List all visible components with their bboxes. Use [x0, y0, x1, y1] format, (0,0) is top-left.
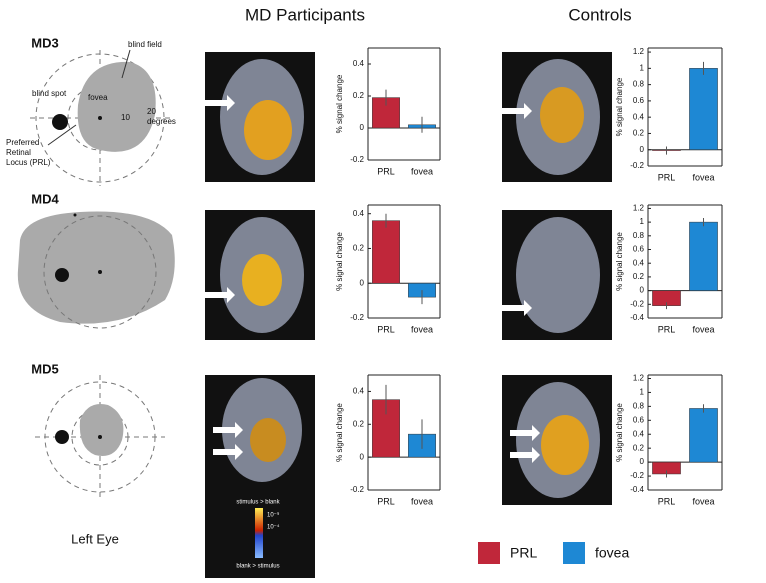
colorbar-label: 10⁻⁹ — [267, 512, 280, 519]
y-tick-label: 0.4 — [353, 209, 365, 218]
y-tick-label: 0.8 — [633, 231, 645, 240]
y-axis-label: % signal change — [615, 77, 624, 136]
y-tick-label: 1.2 — [633, 374, 645, 383]
y-tick-label: 0 — [360, 278, 365, 287]
legend-swatch — [478, 542, 500, 564]
y-tick-label: -0.4 — [630, 313, 644, 322]
y-tick-label: 1.2 — [633, 47, 645, 56]
y-tick-label: 0 — [640, 457, 645, 466]
y-tick-label: 1 — [640, 217, 645, 226]
y-tick-label: 0.2 — [353, 419, 365, 428]
x-tick-label: PRL — [377, 496, 395, 506]
y-axis-label: % signal change — [615, 403, 624, 462]
y-tick-label: -0.2 — [350, 485, 364, 494]
y-tick-label: 0.2 — [353, 91, 365, 100]
bar — [689, 68, 718, 150]
legend-swatch — [563, 542, 585, 564]
x-tick-label: fovea — [411, 324, 433, 334]
y-tick-label: 0 — [640, 286, 645, 295]
bar — [689, 408, 718, 463]
y-tick-label: 1.2 — [633, 204, 645, 213]
diagram-label: fovea — [88, 93, 108, 102]
y-tick-label: 0.4 — [633, 429, 645, 438]
y-tick-label: 0.6 — [633, 245, 645, 254]
y-tick-label: 0.2 — [633, 129, 645, 138]
visual-field-diagram — [17, 211, 175, 329]
row-label: MD5 — [31, 361, 58, 376]
visual-field-diagram — [35, 375, 165, 500]
legend-label: fovea — [595, 545, 629, 561]
md-header: MD Participants — [245, 5, 365, 24]
diagram-label: Preferred — [6, 138, 39, 147]
x-tick-label: fovea — [692, 496, 714, 506]
y-axis-label: % signal change — [335, 74, 344, 133]
brain-images — [205, 52, 612, 578]
colorbar-label: stimulus > blank — [236, 500, 280, 506]
colorbar-label: blank > stimulus — [236, 564, 279, 570]
y-tick-label: 0.4 — [633, 112, 645, 121]
row-label: MD4 — [31, 191, 59, 206]
y-tick-label: -0.4 — [630, 485, 644, 494]
diagram-label: Retinal — [6, 148, 31, 157]
x-tick-label: PRL — [658, 324, 676, 334]
diagram-label: 20 — [147, 107, 156, 116]
legend-label: PRL — [510, 545, 537, 561]
bar — [689, 221, 718, 291]
y-tick-label: -0.2 — [630, 161, 644, 170]
y-tick-label: 0.6 — [633, 96, 645, 105]
y-tick-label: -0.2 — [630, 299, 644, 308]
y-tick-label: 0.6 — [633, 415, 645, 424]
y-tick-label: 0 — [360, 452, 365, 461]
x-tick-label: fovea — [411, 496, 433, 506]
eye-label: Left Eye — [71, 531, 119, 546]
y-axis-label: % signal change — [335, 232, 344, 291]
diagram-label: degrees — [147, 117, 176, 126]
x-tick-label: PRL — [658, 496, 676, 506]
x-tick-label: PRL — [658, 172, 676, 182]
y-tick-label: 0.2 — [353, 244, 365, 253]
diagram-label: Locus (PRL) — [6, 158, 51, 167]
x-tick-label: fovea — [692, 324, 714, 334]
y-tick-label: 0.4 — [353, 59, 365, 68]
y-tick-label: 0 — [640, 145, 645, 154]
bar — [372, 220, 400, 284]
y-tick-label: -0.2 — [630, 471, 644, 480]
diagram-label: blind field — [128, 40, 162, 49]
diagram-label: blind spot — [32, 89, 67, 98]
y-tick-label: 1 — [640, 388, 645, 397]
x-tick-label: PRL — [377, 166, 395, 176]
diagram-label: 10 — [121, 113, 130, 122]
row-label: MD3 — [31, 35, 58, 50]
x-tick-label: fovea — [692, 172, 714, 182]
controls-header: Controls — [568, 5, 631, 24]
x-tick-label: PRL — [377, 324, 395, 334]
y-axis-label: % signal change — [615, 232, 624, 291]
y-tick-label: 0.8 — [633, 401, 645, 410]
y-tick-label: -0.2 — [350, 313, 364, 322]
y-tick-label: 1 — [640, 63, 645, 72]
x-tick-label: fovea — [411, 166, 433, 176]
y-tick-label: 0.4 — [633, 258, 645, 267]
visual-field-diagram — [30, 49, 170, 186]
colorbar-label: 10⁻⁴ — [267, 524, 280, 531]
y-tick-label: 0.2 — [633, 443, 645, 452]
y-tick-label: 0.2 — [633, 272, 645, 281]
y-tick-label: 0.4 — [353, 387, 365, 396]
y-tick-label: -0.2 — [350, 155, 364, 164]
y-axis-label: % signal change — [335, 403, 344, 462]
y-tick-label: 0 — [360, 123, 365, 132]
y-tick-label: 0.8 — [633, 80, 645, 89]
